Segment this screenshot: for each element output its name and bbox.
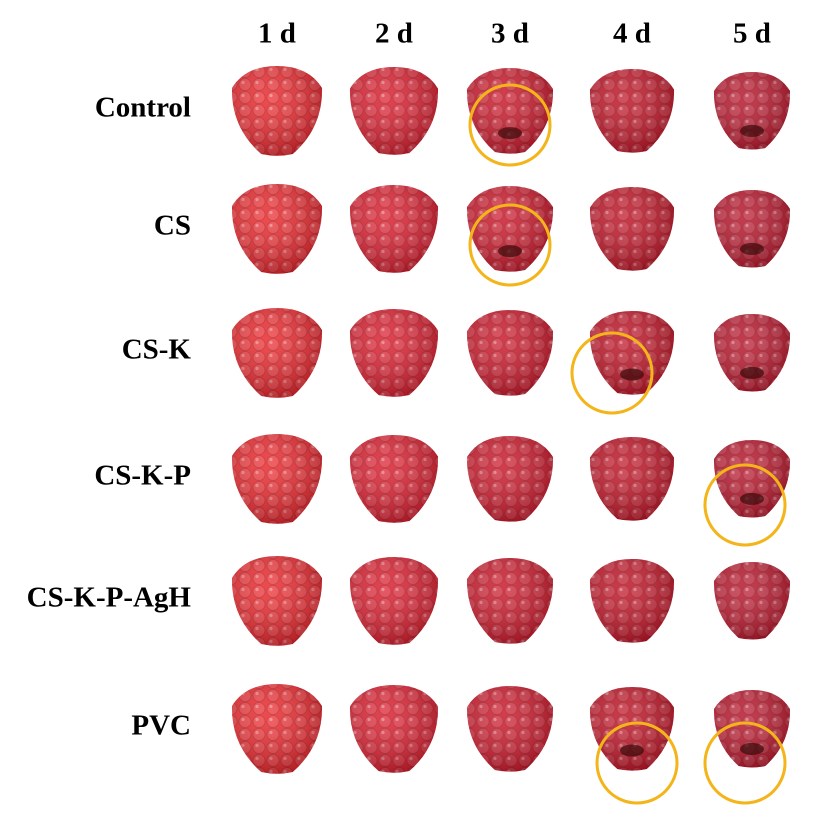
fruit-grid	[231, 66, 791, 774]
raspberry-shade	[589, 311, 675, 395]
labels: 1 d 2 d 3 d 4 d 5 d Control CS CS-K CS-K-P CS-K-P…	[27, 18, 771, 742]
column-label: 4 d	[613, 18, 651, 50]
column-label: 2 d	[375, 18, 413, 50]
raspberry-shade	[589, 437, 675, 521]
decay-spot	[498, 245, 522, 258]
decay-circle	[703, 721, 787, 805]
raspberry-shade	[349, 557, 439, 645]
raspberry-shade	[713, 190, 791, 268]
decay-circle	[468, 83, 552, 167]
raspberry-shade	[231, 184, 323, 274]
raspberry-shade	[349, 67, 439, 155]
column-label: 3 d	[491, 18, 529, 50]
row-label: PVC	[131, 710, 191, 742]
raspberry-shade	[713, 690, 791, 768]
decay-spot	[620, 368, 644, 381]
raspberry-shade	[713, 440, 791, 518]
raspberry-shade	[466, 68, 554, 154]
row-label: Control	[95, 92, 191, 124]
row-label: CS	[154, 210, 191, 242]
raspberry-shade	[589, 687, 675, 771]
column-label: 5 d	[733, 18, 771, 50]
decay-circle	[703, 463, 787, 547]
raspberry-shade	[231, 308, 323, 398]
row-label: CS-K-P	[94, 460, 191, 492]
raspberry-shade	[713, 314, 791, 392]
raspberry-shade	[713, 562, 791, 640]
decay-circle	[595, 721, 679, 805]
raspberry-shade	[349, 435, 439, 523]
raspberry-shade	[231, 556, 323, 646]
decay-spot	[740, 124, 764, 137]
raspberry-shade	[589, 187, 675, 271]
row-label: CS-K	[122, 334, 192, 366]
raspberry-shade	[349, 309, 439, 397]
raspberry-shade	[349, 185, 439, 273]
raspberry-shade	[589, 559, 675, 643]
raspberry-shade	[466, 558, 554, 644]
raspberry-shade	[466, 686, 554, 772]
decay-spot	[740, 242, 764, 255]
decay-spot	[620, 744, 644, 757]
decay-markers	[468, 83, 787, 805]
decay-spot	[740, 492, 764, 505]
raspberry-shade	[589, 69, 675, 153]
raspberry-shade	[231, 684, 323, 774]
decay-circle	[468, 203, 552, 287]
column-label: 1 d	[258, 18, 296, 50]
decay-spot	[740, 742, 764, 755]
raspberry-shade	[349, 685, 439, 773]
raspberry-shade	[466, 186, 554, 272]
raspberry-shade	[713, 72, 791, 150]
raspberry-shade	[466, 436, 554, 522]
raspberry-shade	[231, 66, 323, 156]
raspberry-shade	[231, 434, 323, 524]
decay-spot	[498, 127, 522, 140]
raspberry-shade	[466, 310, 554, 396]
decay-spot	[740, 366, 764, 379]
row-label: CS-K-P-AgH	[27, 582, 192, 614]
decay-circle	[570, 331, 654, 415]
